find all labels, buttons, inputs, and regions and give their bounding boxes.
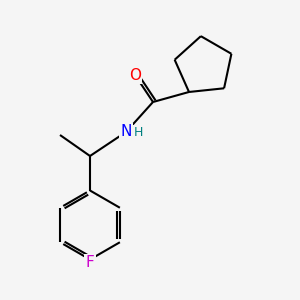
Text: H: H bbox=[134, 126, 143, 139]
Text: N: N bbox=[120, 124, 132, 140]
Text: F: F bbox=[85, 255, 94, 270]
Text: O: O bbox=[129, 68, 141, 82]
